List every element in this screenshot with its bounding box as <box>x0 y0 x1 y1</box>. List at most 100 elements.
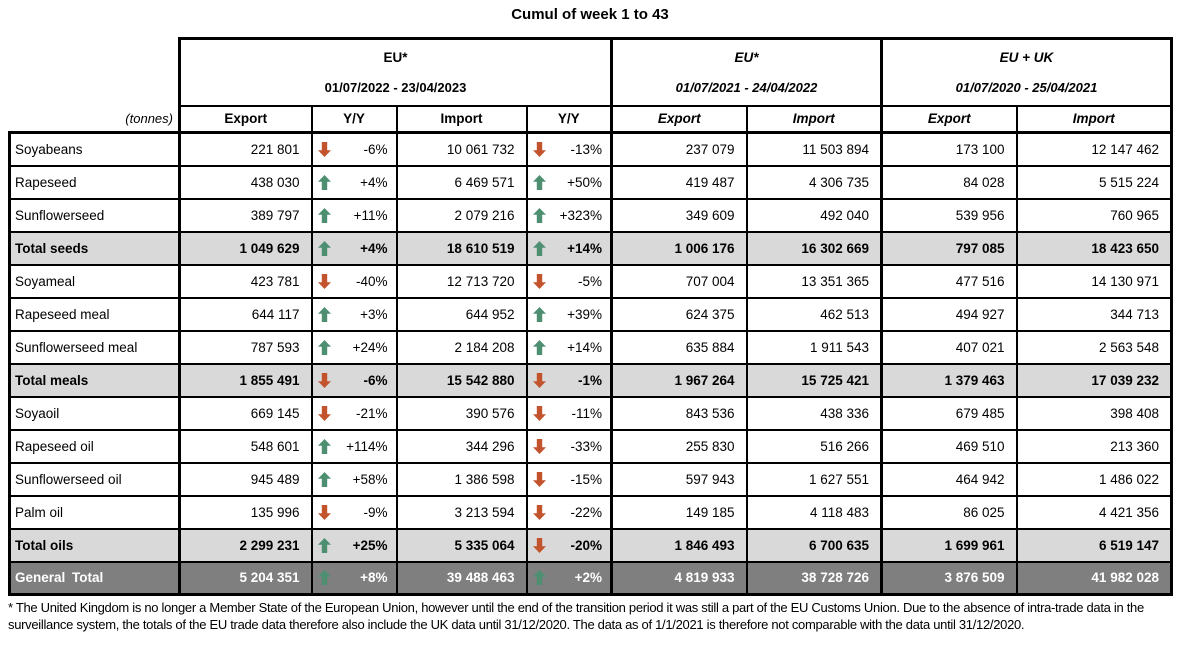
trade-table: EU* 01/07/2022 - 23/04/2023 EU* 01/07/20… <box>8 37 1173 596</box>
cur-import-value: 5 335 064 <box>395 527 528 563</box>
down-arrow-icon <box>532 438 546 454</box>
prev-export-value: 635 884 <box>610 329 748 365</box>
prev-export-value: 624 375 <box>610 296 748 332</box>
row-label: Total oils <box>8 527 181 563</box>
up-arrow-icon <box>317 438 331 454</box>
prev-export-value: 597 943 <box>610 461 748 497</box>
cur-export-yy-percent: +3% <box>360 306 388 322</box>
down-arrow-icon <box>532 273 546 289</box>
group-period: 01/07/2020 - 25/04/2021 <box>955 79 1098 95</box>
cur-import-yy-percent: -22% <box>570 504 602 520</box>
cur-export-value: 423 781 <box>178 263 313 299</box>
euuk-import-value: 41 982 028 <box>1015 560 1173 596</box>
table-row: Rapeseed oil 548 601 +114% 344 296 -33% 255 8… <box>8 428 1173 464</box>
up-arrow-icon <box>532 339 546 355</box>
cur-export-yy-cell: -21% <box>310 395 398 431</box>
column-header-import: Import <box>395 104 528 134</box>
row-label: Sunflowerseed <box>8 197 181 233</box>
cur-export-yy-cell: +4% <box>310 164 398 200</box>
euuk-export-value: 797 085 <box>880 230 1018 266</box>
cur-export-yy-cell: -40% <box>310 263 398 299</box>
cur-import-value: 18 610 519 <box>395 230 528 266</box>
column-group-eu-previous: EU* 01/07/2021 - 24/04/2022 <box>610 37 883 107</box>
up-arrow-icon <box>317 207 331 223</box>
row-label: General Total <box>8 560 181 596</box>
row-label: Rapeseed oil <box>8 428 181 464</box>
group-title: EU* <box>734 49 759 65</box>
prev-import-value: 4 306 735 <box>745 164 883 200</box>
cur-import-value: 344 296 <box>395 428 528 464</box>
row-label: Palm oil <box>8 494 181 530</box>
page-title: Cumul of week 1 to 43 <box>511 6 669 23</box>
cur-export-yy-percent: -21% <box>355 405 388 421</box>
euuk-import-value: 18 423 650 <box>1015 230 1173 266</box>
down-arrow-icon <box>532 537 546 553</box>
cur-export-value: 135 996 <box>178 494 313 530</box>
cur-export-value: 787 593 <box>178 329 313 365</box>
cur-import-value: 39 488 463 <box>395 560 528 596</box>
cur-export-yy-percent: +58% <box>352 471 388 487</box>
euuk-export-value: 494 927 <box>880 296 1018 332</box>
cur-export-value: 548 601 <box>178 428 313 464</box>
up-arrow-icon <box>317 471 331 487</box>
prev-import-value: 6 700 635 <box>745 527 883 563</box>
cur-export-value: 389 797 <box>178 197 313 233</box>
euuk-import-value: 14 130 971 <box>1015 263 1173 299</box>
table-row: Sunflowerseed oil 945 489 +58% 1 386 598 -15… <box>8 461 1173 497</box>
euuk-import-value: 17 039 232 <box>1015 362 1173 398</box>
cur-export-yy-percent: +25% <box>352 537 388 553</box>
column-header-import: Import <box>745 104 883 134</box>
cur-export-yy-percent: -6% <box>363 141 388 157</box>
column-header-import: Import <box>1015 104 1173 134</box>
prev-export-value: 1 967 264 <box>610 362 748 398</box>
corner-blank-cell <box>10 39 180 106</box>
table-row: Palm oil 135 996 -9% 3 213 594 -22% 149 185 4 … <box>8 494 1173 530</box>
prev-import-value: 516 266 <box>745 428 883 464</box>
up-arrow-icon <box>317 339 331 355</box>
cur-export-yy-cell: +58% <box>310 461 398 497</box>
euuk-export-value: 1 699 961 <box>880 527 1018 563</box>
cur-import-yy-cell: -33% <box>525 428 613 464</box>
cur-export-yy-cell: -6% <box>310 131 398 167</box>
prev-import-value: 38 728 726 <box>745 560 883 596</box>
cur-export-yy-cell: +4% <box>310 230 398 266</box>
euuk-import-value: 1 486 022 <box>1015 461 1173 497</box>
table-row: Soyaoil 669 145 -21% 390 576 -11% 843 536 438 … <box>8 395 1173 431</box>
cur-import-yy-percent: +50% <box>567 174 602 190</box>
cur-export-yy-cell: +24% <box>310 329 398 365</box>
prev-import-value: 11 503 894 <box>745 131 883 167</box>
cur-import-yy-percent: +2% <box>574 570 602 586</box>
cur-export-yy-cell: -9% <box>310 494 398 530</box>
cur-import-yy-percent: -33% <box>570 438 602 454</box>
column-header-export: Export <box>610 104 748 134</box>
euuk-export-value: 86 025 <box>880 494 1018 530</box>
cur-import-value: 3 213 594 <box>395 494 528 530</box>
euuk-export-value: 539 956 <box>880 197 1018 233</box>
cur-import-value: 644 952 <box>395 296 528 332</box>
group-title: EU + UK <box>999 49 1054 65</box>
cur-import-value: 1 386 598 <box>395 461 528 497</box>
euuk-import-value: 2 563 548 <box>1015 329 1173 365</box>
row-label: Sunflowerseed oil <box>8 461 181 497</box>
prev-import-value: 462 513 <box>745 296 883 332</box>
up-arrow-icon <box>532 174 546 190</box>
footnote-text: * The United Kingdom is no longer a Memb… <box>8 600 1144 632</box>
cur-export-yy-percent: +4% <box>360 174 388 190</box>
cur-export-value: 945 489 <box>178 461 313 497</box>
prev-import-value: 438 336 <box>745 395 883 431</box>
cur-import-yy-cell: +323% <box>525 197 613 233</box>
cur-import-yy-percent: -11% <box>571 405 602 421</box>
cur-export-yy-percent: -40% <box>355 273 388 289</box>
euuk-export-value: 464 942 <box>880 461 1018 497</box>
down-arrow-icon <box>532 141 546 157</box>
cur-export-yy-cell: +114% <box>310 428 398 464</box>
cur-import-yy-cell: +14% <box>525 230 613 266</box>
cur-import-yy-cell: -22% <box>525 494 613 530</box>
cur-import-yy-percent: +14% <box>567 339 602 355</box>
down-arrow-icon <box>317 372 331 388</box>
euuk-export-value: 3 876 509 <box>880 560 1018 596</box>
cur-import-yy-cell: -15% <box>525 461 613 497</box>
down-arrow-icon <box>532 471 546 487</box>
cur-import-value: 2 079 216 <box>395 197 528 233</box>
cur-export-value: 1 049 629 <box>178 230 313 266</box>
